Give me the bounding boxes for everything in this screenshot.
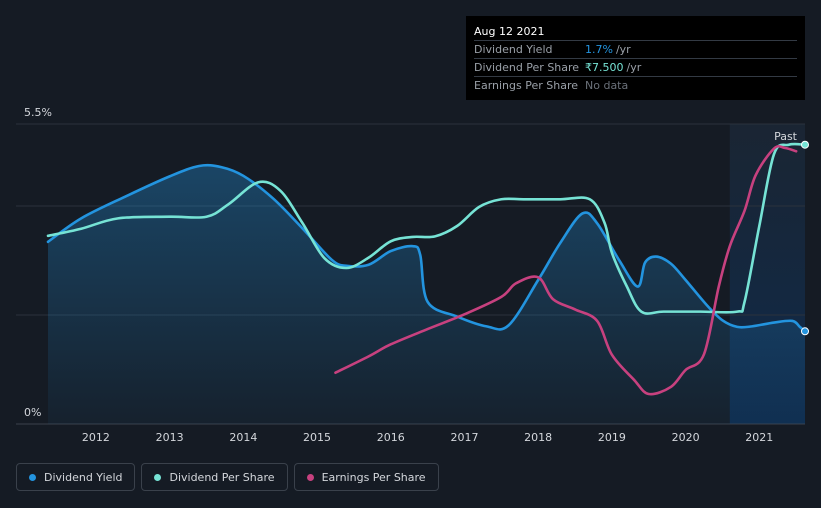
tooltip-value: 1.7% (585, 43, 613, 56)
tooltip-row-earnings-per-share: Earnings Per Share No data (474, 76, 797, 94)
legend-dot-icon (154, 473, 162, 481)
legend: Dividend Yield Dividend Per Share Earnin… (16, 463, 439, 491)
legend-label: Earnings Per Share (321, 470, 426, 484)
past-label: Past (774, 130, 798, 143)
x-tick-label: 2018 (524, 431, 552, 444)
series-line-earnings-per-share (334, 144, 798, 396)
series-layer (46, 140, 809, 424)
tooltip-label: Dividend Yield (474, 43, 553, 56)
x-tick-label: 2015 (303, 431, 331, 444)
tooltip-date: Aug 12 2021 (474, 25, 545, 38)
legend-label: Dividend Yield (44, 470, 123, 484)
x-tick-label: 2021 (745, 431, 773, 444)
x-tick-label: 2017 (450, 431, 478, 444)
series-area-dividend-yield (48, 165, 805, 424)
tooltip: Aug 12 2021 Dividend Yield 1.7% /yr Divi… (466, 16, 805, 100)
legend-label: Dividend Per Share (169, 470, 275, 484)
series-line-dividend-yield (46, 163, 807, 333)
x-tick-label: 2013 (156, 431, 184, 444)
x-tick-label: 2012 (82, 431, 110, 444)
tooltip-unit: /yr (615, 43, 631, 56)
series-end-marker-dividend-per-share (801, 140, 809, 149)
series-end-marker-dividend-yield (801, 327, 809, 336)
tooltip-label: Earnings Per Share (474, 79, 579, 92)
tooltip-row-dividend-per-share: Dividend Per Share ₹7.500 /yr (474, 58, 797, 76)
x-tick-label: 2020 (672, 431, 700, 444)
tooltip-label: Dividend Per Share (474, 61, 580, 74)
legend-dot-icon (306, 473, 314, 481)
series-line-dividend-per-share (46, 142, 807, 315)
x-tick-label: 2014 (229, 431, 257, 444)
x-tick-label: 2016 (377, 431, 405, 444)
y-axis-top-label: 5.5% (24, 106, 52, 119)
tooltip-unit: /yr (626, 61, 642, 74)
tooltip-value: No data (585, 79, 629, 92)
y-axis-bottom-label: 0% (24, 406, 41, 419)
tooltip-value: ₹7.500 (585, 61, 624, 74)
x-tick-label: 2019 (598, 431, 626, 444)
x-axis: 2012 2013 2014 2015 2016 2017 2018 2019 2020 2021 (82, 431, 773, 444)
legend-dot-icon (29, 473, 36, 481)
legend-item-earnings-per-share[interactable]: Earnings Per Share (293, 463, 439, 491)
legend-item-dividend-yield[interactable]: Dividend Yield (16, 463, 136, 491)
legend-item-dividend-per-share[interactable]: Dividend Per Share (141, 463, 288, 491)
tooltip-row-dividend-yield: Dividend Yield 1.7% /yr (474, 40, 797, 58)
